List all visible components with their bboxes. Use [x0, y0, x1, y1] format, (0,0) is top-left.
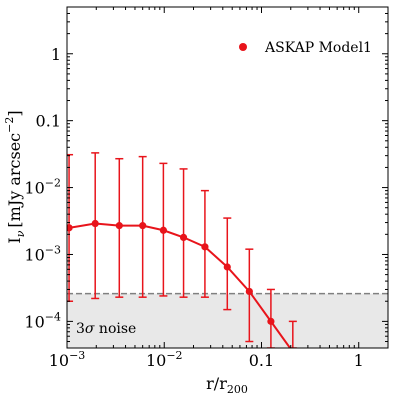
- data-point: [67, 224, 73, 232]
- plot-frame: [66, 6, 389, 349]
- data-point: [159, 226, 167, 234]
- data-point: [245, 287, 253, 296]
- data-point: [179, 233, 188, 241]
- data-point: [115, 222, 123, 230]
- noise-label: 3σ noise: [76, 321, 136, 337]
- x-tick-label: 1: [354, 351, 364, 370]
- y-tick-label: 1: [51, 45, 61, 64]
- x-tick-label: 10−2: [146, 349, 183, 370]
- data-point: [201, 243, 209, 251]
- y-tick-label: 0.1: [36, 112, 61, 131]
- data-point: [139, 222, 147, 230]
- y-axis-label: Iν[mJy arcsec−2]: [3, 110, 27, 243]
- legend-label: ASKAP Model1: [264, 40, 372, 56]
- data-point: [267, 317, 275, 325]
- x-tick-label: 0.1: [249, 351, 274, 370]
- legend-marker: [239, 43, 247, 51]
- y-tick-label: 10−4: [24, 310, 61, 331]
- y-tick-label: 10−2: [24, 177, 61, 198]
- data-point: [289, 348, 296, 355]
- data-point: [91, 219, 99, 228]
- x-tick-label: 10−3: [49, 349, 86, 370]
- x-axis-label: r/r200: [206, 374, 248, 396]
- y-tick-label: 10−3: [24, 243, 61, 264]
- data-point: [223, 263, 231, 271]
